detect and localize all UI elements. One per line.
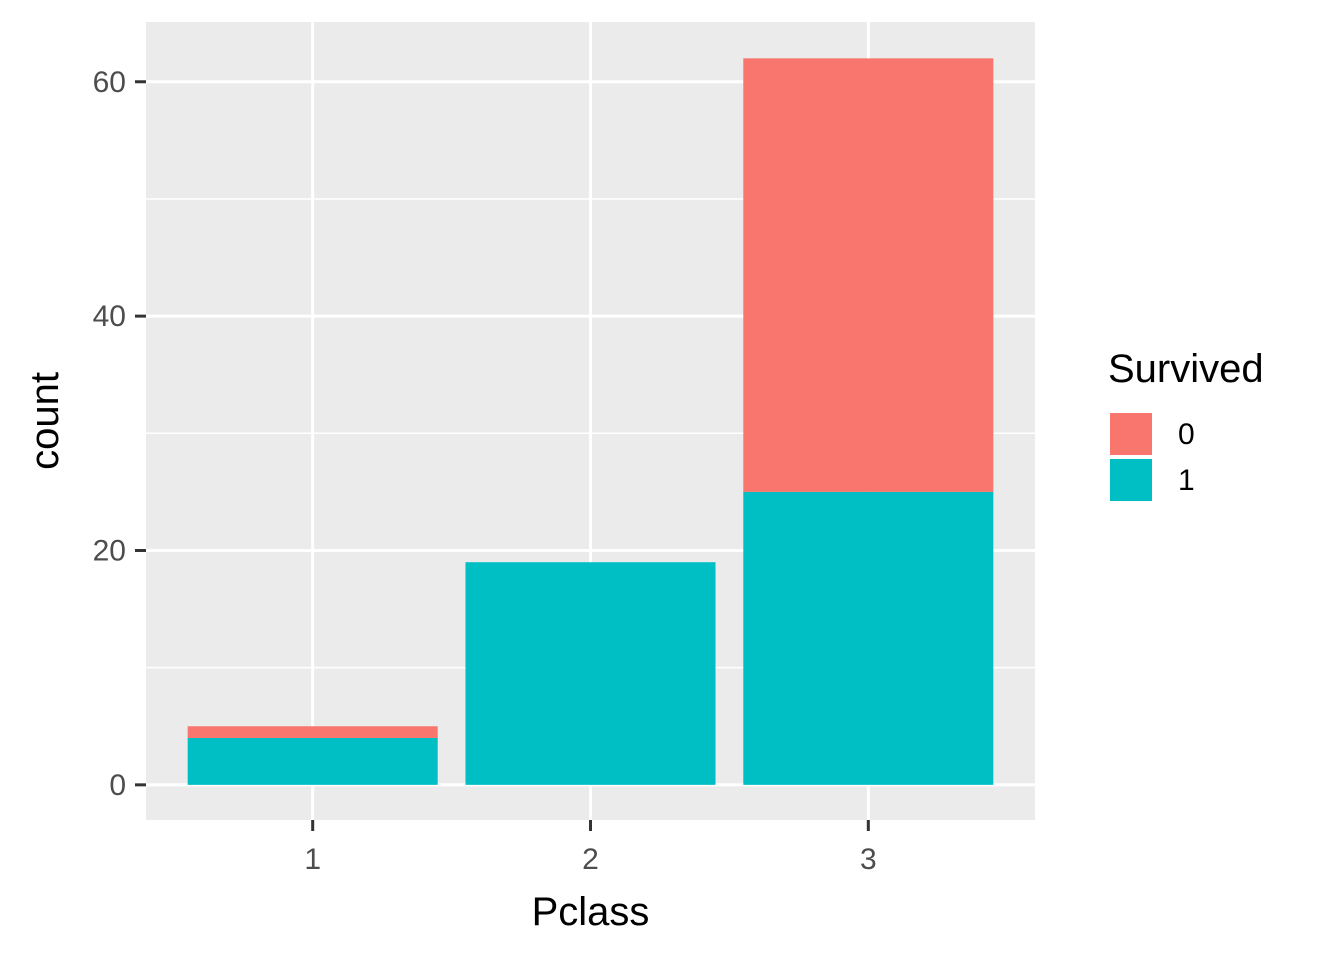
y-axis: 0 20 40 60	[93, 66, 146, 802]
y-axis-title: count	[23, 372, 67, 470]
legend-key-1	[1110, 459, 1152, 501]
x-axis-title: Pclass	[532, 890, 650, 934]
y-tick-label: 40	[93, 300, 126, 333]
x-axis: 1 2 3	[304, 820, 877, 876]
x-tick-label: 1	[304, 843, 321, 876]
bar-pclass-2-survived-1	[465, 562, 716, 785]
y-tick-label: 20	[93, 534, 126, 567]
y-tick-label: 60	[93, 66, 126, 99]
legend: Survived 0 1	[1108, 347, 1264, 501]
x-tick-label: 3	[860, 843, 877, 876]
bar-pclass-3-survived-0	[743, 58, 994, 492]
legend-label-0: 0	[1178, 418, 1195, 451]
bars	[187, 58, 994, 785]
legend-title: Survived	[1108, 347, 1264, 391]
legend-label-1: 1	[1178, 464, 1195, 497]
bar-pclass-1-survived-1	[187, 737, 438, 785]
legend-key-0	[1110, 413, 1152, 455]
bar-pclass-3-survived-1	[743, 491, 994, 785]
bar-pclass-1-survived-0	[187, 726, 438, 738]
x-tick-label: 2	[582, 843, 599, 876]
y-tick-label: 0	[109, 769, 126, 802]
